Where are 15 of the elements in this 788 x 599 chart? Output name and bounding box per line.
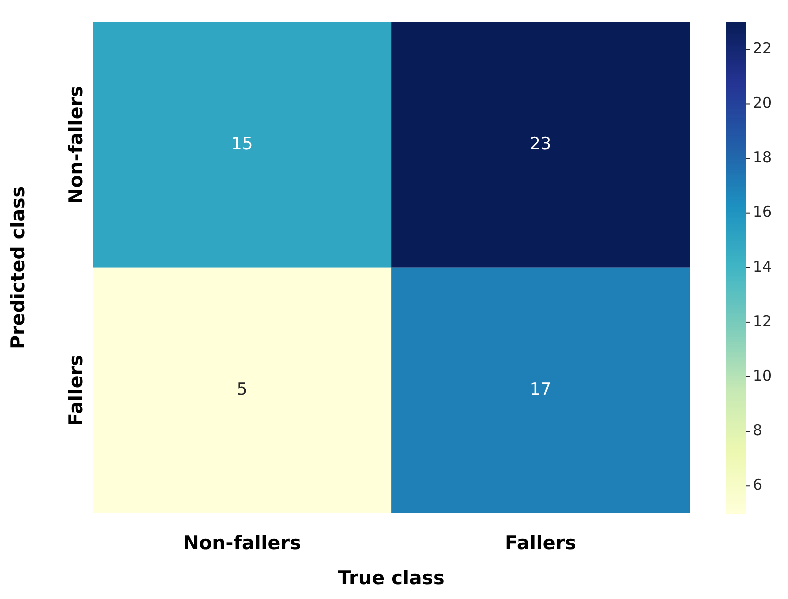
data-label: 17 (530, 380, 552, 400)
color-bar-label: 22 (753, 40, 772, 58)
data-label: 23 (530, 134, 552, 155)
color-bar-label: 18 (753, 148, 772, 167)
data-label: 15 (232, 134, 254, 155)
y-axis-title: Predicted class (7, 186, 30, 350)
color-bar-label: 6 (753, 476, 763, 494)
x-axis-title: True class (338, 568, 445, 590)
color-bar-label: 20 (753, 94, 772, 112)
data-label: 5 (236, 380, 248, 400)
color-bar-label: 14 (753, 258, 772, 276)
color-bar-label: 8 (753, 421, 763, 440)
color-bar-label: 16 (753, 203, 772, 222)
color-bar-label: 10 (753, 366, 772, 385)
color-bar-label: 12 (753, 312, 772, 330)
